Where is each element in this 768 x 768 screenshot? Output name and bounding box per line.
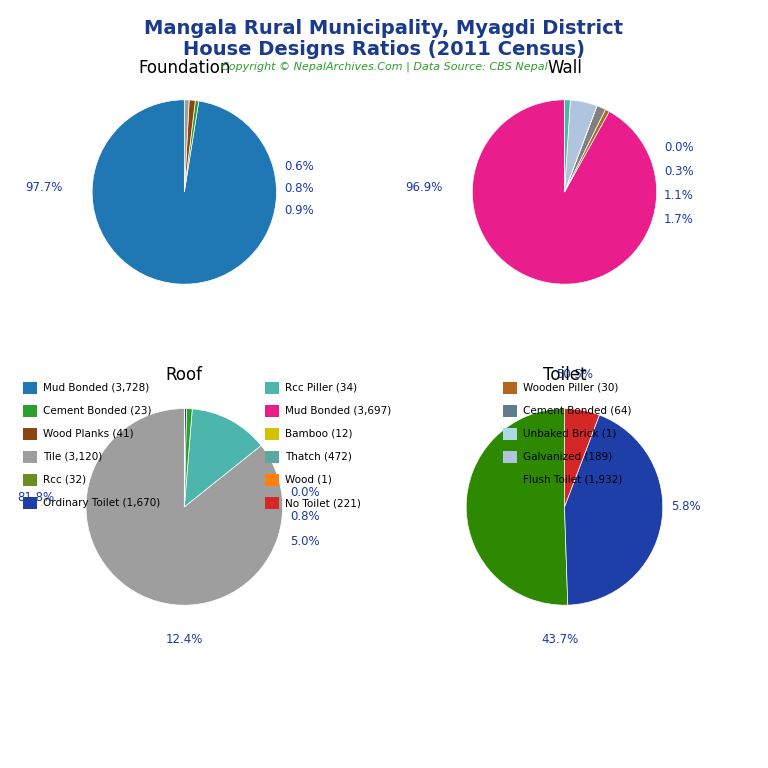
Text: Cement Bonded (64): Cement Bonded (64) — [523, 406, 631, 416]
Text: 0.8%: 0.8% — [284, 182, 313, 195]
Wedge shape — [564, 110, 609, 192]
Title: Roof: Roof — [166, 366, 203, 384]
Wedge shape — [184, 100, 195, 192]
Text: Galvanized (189): Galvanized (189) — [523, 452, 612, 462]
Wedge shape — [184, 409, 187, 507]
Wedge shape — [184, 409, 192, 507]
Text: No Toilet (221): No Toilet (221) — [285, 498, 361, 508]
Text: Flush Toilet (1,932): Flush Toilet (1,932) — [523, 475, 622, 485]
Text: 1.7%: 1.7% — [664, 214, 694, 226]
Text: 0.9%: 0.9% — [284, 204, 313, 217]
Text: Copyright © NepalArchives.Com | Data Source: CBS Nepal: Copyright © NepalArchives.Com | Data Sou… — [220, 61, 548, 72]
Wedge shape — [564, 100, 571, 192]
Wedge shape — [564, 106, 605, 192]
Wedge shape — [184, 100, 189, 192]
Text: 1.1%: 1.1% — [664, 189, 694, 202]
Text: Rcc Piller (34): Rcc Piller (34) — [285, 382, 357, 393]
Wedge shape — [472, 100, 657, 284]
Text: Mud Bonded (3,728): Mud Bonded (3,728) — [43, 382, 149, 393]
Text: Wood (1): Wood (1) — [285, 475, 332, 485]
Text: Ordinary Toilet (1,670): Ordinary Toilet (1,670) — [43, 498, 161, 508]
Text: Wood Planks (41): Wood Planks (41) — [43, 429, 134, 439]
Text: 12.4%: 12.4% — [166, 633, 203, 646]
Text: 43.7%: 43.7% — [541, 633, 578, 646]
Text: Cement Bonded (23): Cement Bonded (23) — [43, 406, 151, 416]
Wedge shape — [184, 409, 261, 507]
Title: Toilet: Toilet — [543, 366, 586, 384]
Text: 5.8%: 5.8% — [670, 501, 700, 513]
Text: 0.3%: 0.3% — [664, 165, 694, 178]
Wedge shape — [564, 409, 599, 507]
Text: Wooden Piller (30): Wooden Piller (30) — [523, 382, 618, 393]
Text: 97.7%: 97.7% — [25, 181, 63, 194]
Title: Foundation: Foundation — [138, 58, 230, 77]
Text: 5.0%: 5.0% — [290, 535, 320, 548]
Wedge shape — [564, 100, 597, 192]
Wedge shape — [92, 100, 276, 284]
Text: Thatch (472): Thatch (472) — [285, 452, 352, 462]
Wedge shape — [86, 409, 283, 605]
Wedge shape — [466, 409, 568, 605]
Text: 0.6%: 0.6% — [284, 160, 313, 173]
Text: Mud Bonded (3,697): Mud Bonded (3,697) — [285, 406, 391, 416]
Text: 0.8%: 0.8% — [290, 510, 320, 523]
Wedge shape — [184, 101, 199, 192]
Text: Tile (3,120): Tile (3,120) — [43, 452, 102, 462]
Wedge shape — [564, 415, 663, 605]
Text: 96.9%: 96.9% — [406, 181, 443, 194]
Text: Rcc (32): Rcc (32) — [43, 475, 86, 485]
Text: House Designs Ratios (2011 Census): House Designs Ratios (2011 Census) — [183, 40, 585, 59]
Text: 50.5%: 50.5% — [556, 368, 593, 381]
Text: 81.8%: 81.8% — [18, 491, 55, 504]
Text: Unbaked Brick (1): Unbaked Brick (1) — [523, 429, 617, 439]
Title: Wall: Wall — [547, 58, 582, 77]
Text: 0.0%: 0.0% — [664, 141, 694, 154]
Text: Mangala Rural Municipality, Myagdi District: Mangala Rural Municipality, Myagdi Distr… — [144, 19, 624, 38]
Wedge shape — [564, 106, 597, 192]
Text: Bamboo (12): Bamboo (12) — [285, 429, 353, 439]
Text: 0.0%: 0.0% — [290, 485, 320, 498]
